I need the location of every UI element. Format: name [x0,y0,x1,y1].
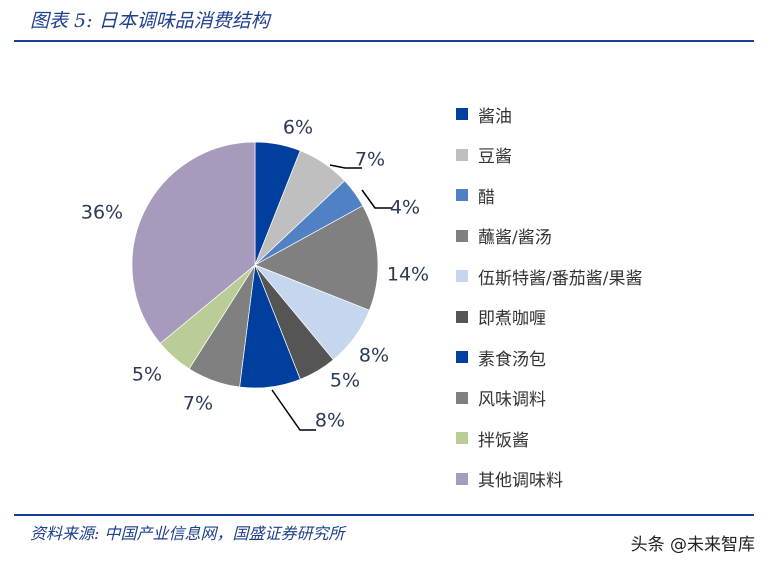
footer-divider [14,514,754,516]
legend-swatch [456,391,468,404]
legend-item: 即煮咖喱 [456,297,642,338]
legend-item: 风味调料 [456,378,642,419]
data-label-5: 5% [330,370,360,392]
legend-swatch [456,148,468,161]
title-divider [14,40,754,42]
data-label-0: 6% [283,117,313,139]
legend-swatch [456,432,468,445]
legend-swatch [456,310,468,323]
legend-item: 醋 [456,175,642,216]
figure-title: 图表 5: 日本调味品消费结构 [30,10,270,32]
leader-line-6 [271,389,316,431]
legend-swatch [456,108,468,121]
pie-slice-9 [131,141,256,344]
legend-item: 酱油 [456,94,642,135]
legend-label: 蘸酱/酱汤 [478,228,552,249]
legend-label: 拌饭酱 [478,430,529,451]
watermark: 头条 @未来智库 [630,535,755,555]
legend-label: 风味调料 [478,390,546,411]
legend-item: 伍斯特酱/番茄酱/果酱 [456,256,642,297]
legend-swatch [456,189,468,202]
data-label-3: 14% [387,264,429,286]
legend-item: 蘸酱/酱汤 [456,216,642,257]
legend-item: 豆酱 [456,135,642,176]
data-label-7: 7% [183,393,213,415]
legend-swatch [456,270,468,283]
legend-swatch [456,351,468,364]
pie-slice-3 [254,205,379,311]
legend-label: 豆酱 [478,147,512,168]
leader-line-1 [329,164,362,169]
data-label-2: 4% [390,197,420,219]
data-label-4: 8% [359,345,389,367]
legend-label: 醋 [478,187,495,208]
data-label-6: 8% [315,410,345,432]
legend-item: 其他调味料 [456,459,642,500]
legend: 酱油豆酱醋蘸酱/酱汤伍斯特酱/番茄酱/果酱 即煮咖喱素食汤包风味调料拌饭酱其他调味… [456,94,642,499]
legend-item: 素食汤包 [456,337,642,378]
legend-item: 拌饭酱 [456,418,642,459]
legend-swatch [456,472,468,485]
leader-line-2 [361,189,392,209]
legend-label: 酱油 [478,106,512,127]
legend-label: 即煮咖喱 [478,309,546,330]
legend-label: 伍斯特酱/番茄酱/果酱 [478,268,643,289]
legend-label: 素食汤包 [478,349,546,370]
data-label-1: 7% [355,149,385,171]
legend-label: 其他调味料 [478,471,563,492]
data-label-9: 36% [81,202,123,224]
data-label-8: 5% [132,364,162,386]
source-note: 资料来源: 中国产业信息网，国盛证券研究所 [30,524,345,543]
legend-swatch [456,229,468,242]
